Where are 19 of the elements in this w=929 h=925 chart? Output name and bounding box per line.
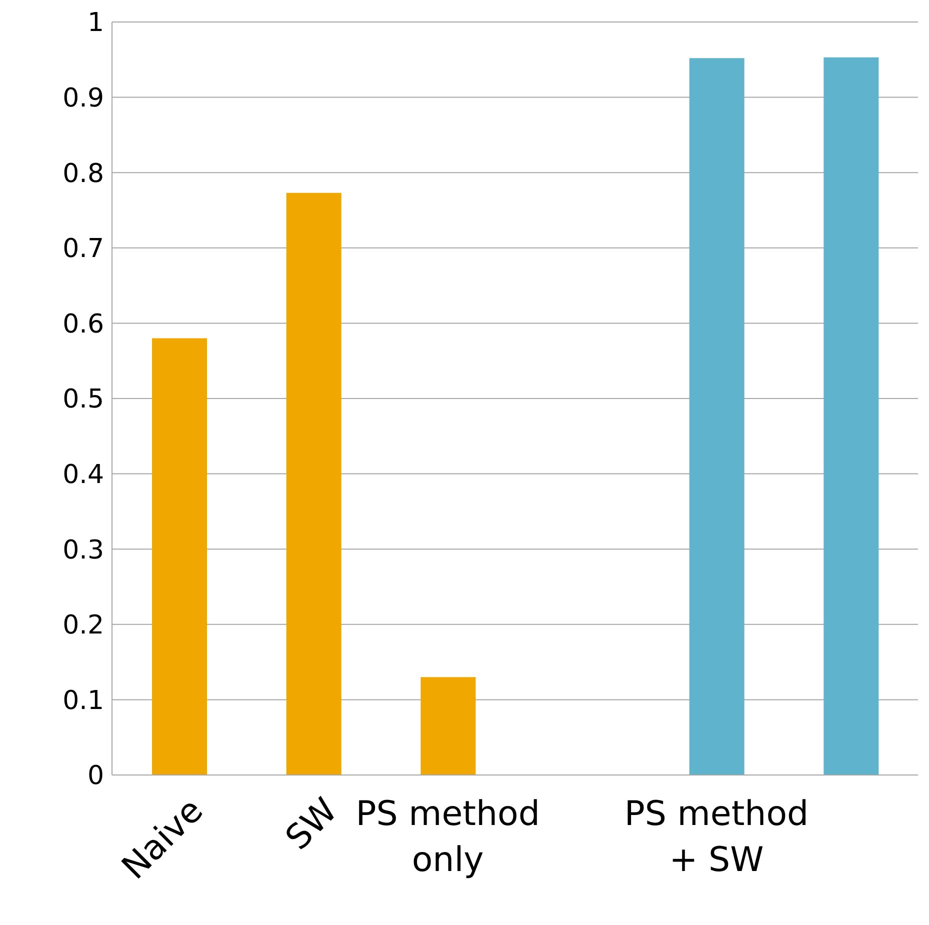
x-tick-label: PS method only (356, 794, 540, 880)
y-tick-label: 0.8 (62, 158, 104, 189)
bar (824, 57, 879, 775)
bar (286, 192, 342, 775)
y-tick-label: 0.4 (62, 460, 104, 490)
y-tick-label: 0.2 (62, 610, 104, 641)
y-tick-label: 0.1 (62, 686, 104, 716)
y-tick-label: 0.6 (62, 309, 104, 340)
y-tick-label: 0.7 (62, 234, 104, 264)
y-tick-label: 0 (87, 761, 104, 792)
bar (420, 677, 476, 775)
bar (152, 338, 207, 775)
y-tick-label: 0.5 (62, 384, 104, 415)
y-tick-label: 0.9 (62, 84, 104, 114)
x-tick-label: SW (278, 790, 346, 858)
y-tick-label: 1 (87, 8, 104, 38)
bar (689, 58, 744, 775)
y-tick-label: 0.3 (62, 535, 104, 566)
x-tick-label: PS method + SW (624, 794, 809, 880)
